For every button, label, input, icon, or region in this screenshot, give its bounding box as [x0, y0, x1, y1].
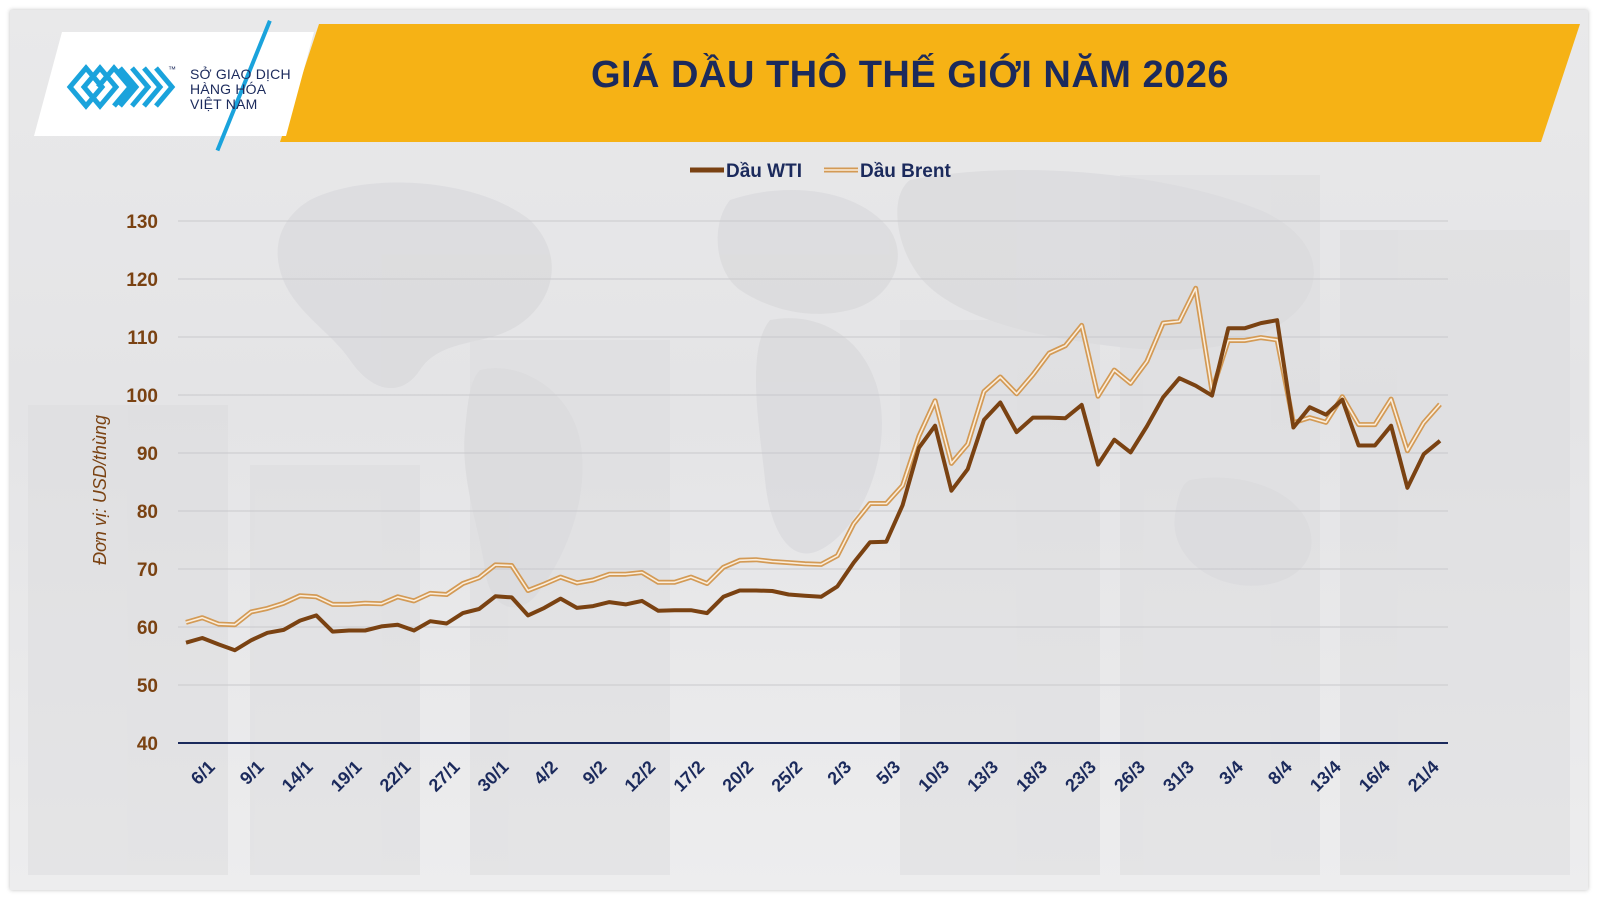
- y-tick-label: 120: [126, 270, 158, 291]
- chart-canvas: GIÁ DẦU THÔ THẾ GIỚI NĂM 2026 SỞ GIAO DỊ…: [10, 10, 1588, 890]
- x-tick-label: 26/3: [1110, 757, 1149, 796]
- logo-line-3: VIỆT NAM: [190, 96, 258, 112]
- y-tick-label: 90: [137, 444, 158, 465]
- x-tick-label: 19/1: [327, 757, 366, 796]
- x-axis-ticks: 6/1 9/1 14/1 19/1 22/1 27/1 30/1 4/2 9/2 12/2 17/2…: [187, 757, 1443, 796]
- x-tick-label: 23/3: [1061, 757, 1100, 796]
- sgd-hang-hoa-logo-icon: [66, 64, 176, 110]
- logo-line-1: SỞ GIAO DỊCH: [190, 66, 291, 82]
- x-tick-label: 21/4: [1404, 757, 1443, 796]
- x-tick-label: 22/1: [376, 757, 415, 796]
- x-tick-label: 8/4: [1264, 757, 1296, 789]
- y-tick-label: 50: [137, 676, 158, 697]
- x-tick-label: 5/3: [872, 757, 904, 789]
- legend-label-brent: Dầu Brent: [860, 161, 951, 182]
- y-tick-label: 40: [137, 734, 158, 755]
- x-tick-label: 27/1: [425, 757, 464, 796]
- logo-card: [34, 32, 314, 136]
- x-tick-label: 13/4: [1306, 757, 1345, 796]
- x-tick-label: 17/2: [670, 757, 709, 796]
- y-tick-label: 100: [126, 386, 158, 407]
- x-tick-label: 10/3: [914, 757, 953, 796]
- x-tick-label: 4/2: [530, 757, 562, 789]
- legend: Dầu WTI Dầu Brent: [690, 161, 951, 182]
- x-tick-label: 14/1: [278, 757, 317, 796]
- chart-title: GIÁ DẦU THÔ THẾ GIỚI NĂM 2026: [590, 54, 1230, 96]
- y-axis-ticks: 40 50 60 70 80 90 100 110 120 130: [126, 212, 158, 755]
- x-tick-label: 13/3: [963, 757, 1002, 796]
- x-tick-label: 3/4: [1215, 757, 1247, 789]
- x-tick-label: 9/1: [236, 757, 268, 789]
- y-tick-label: 110: [127, 328, 158, 349]
- legend-label-wti: Dầu WTI: [726, 161, 802, 182]
- y-axis-label: Đơn vị: USD/thùng: [90, 415, 110, 565]
- logo-line-2: HÀNG HÓA: [190, 81, 267, 97]
- line-chart: Dầu WTI Dầu Brent 40 50 60 70 80 90 100 110 120 13…: [90, 161, 1448, 796]
- x-tick-label: 30/1: [474, 757, 513, 796]
- series-line-wti: [185, 318, 1442, 653]
- x-tick-label: 12/2: [621, 757, 660, 796]
- x-tick-label: 20/2: [718, 757, 757, 796]
- x-tick-label: 31/3: [1159, 757, 1198, 796]
- x-tick-label: 16/4: [1355, 757, 1394, 796]
- title-banner: [280, 24, 1580, 142]
- x-tick-label: 25/2: [767, 757, 806, 796]
- x-tick-label: 6/1: [187, 757, 219, 789]
- logo-trademark: ™: [168, 65, 177, 74]
- y-tick-label: 80: [137, 502, 158, 523]
- logo-text: SỞ GIAO DỊCH HÀNG HÓA VIỆT NAM ™: [168, 65, 320, 112]
- x-tick-label: 2/3: [823, 757, 855, 789]
- y-tick-label: 130: [126, 212, 158, 233]
- series-lines: [185, 285, 1442, 653]
- y-tick-label: 70: [137, 560, 158, 581]
- x-tick-label: 18/3: [1012, 757, 1051, 796]
- y-tick-label: 60: [137, 618, 158, 639]
- series-line-brent-inner: [185, 287, 1441, 626]
- x-tick-label: 9/2: [579, 757, 611, 789]
- gridlines: [178, 220, 1448, 744]
